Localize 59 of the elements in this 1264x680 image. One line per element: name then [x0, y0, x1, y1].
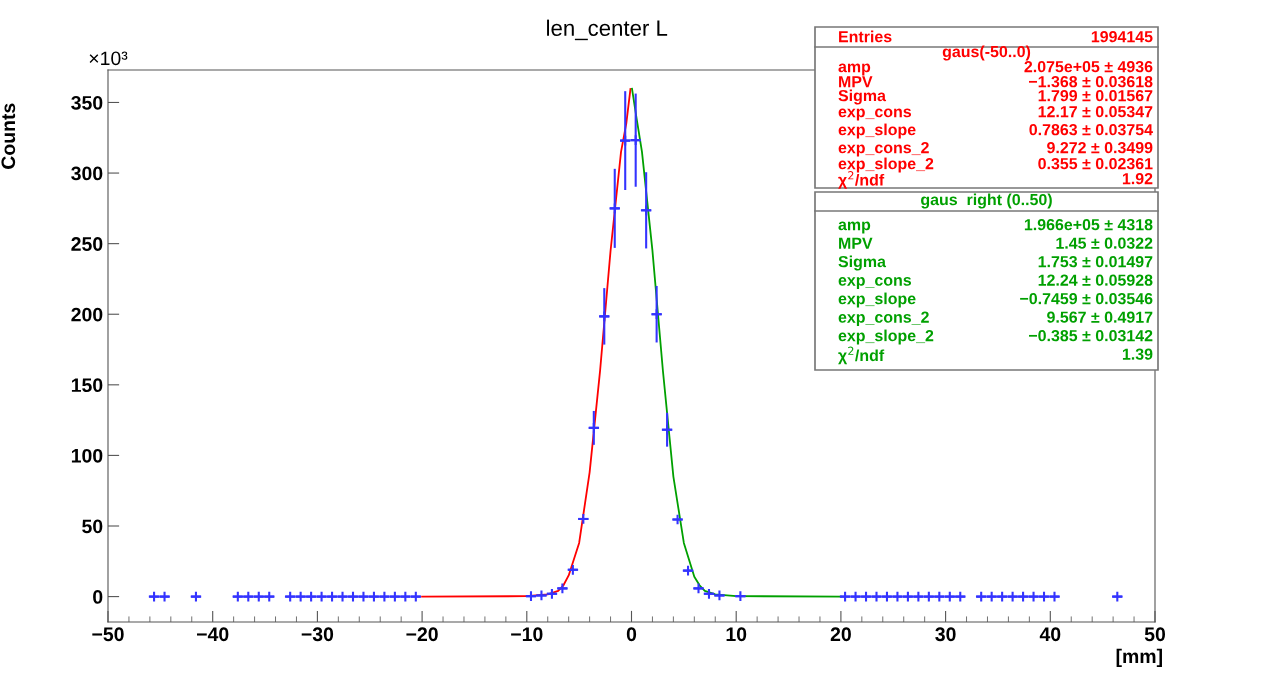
annotation: exp_slope	[838, 123, 916, 139]
y-tick-label: 0	[93, 590, 103, 604]
line-series	[421, 88, 632, 598]
text: ×10³	[89, 51, 128, 66]
annotation: 2.075e+05 ± 4936	[1024, 60, 1153, 73]
chart-title: len_center L	[547, 19, 668, 41]
annotation: MPV	[839, 237, 873, 249]
annotation: 1.45 ± 0.0322	[1056, 237, 1153, 249]
x-tick-label: −40	[197, 627, 229, 642]
annotation: −1.368 ± 0.03618	[1029, 75, 1153, 88]
annotation: gaus right (0..50)	[921, 193, 1052, 209]
y-tick-label: 200	[71, 307, 103, 322]
x-tick-label: −30	[301, 627, 334, 642]
annotation: 1.799 ± 0.01567	[1038, 89, 1153, 102]
annotation: 9.567 ± 0.4917	[1047, 311, 1153, 323]
annotation: exp_slope	[838, 292, 916, 308]
annotation: 1.92	[1122, 172, 1153, 185]
annotation: Sigma	[838, 255, 887, 271]
y-tick-label: 100	[71, 448, 103, 463]
annotation: 12.24 ± 0.05928	[1038, 274, 1153, 286]
x-tick-label: −10	[511, 627, 543, 642]
annotation: 0.7863 ± 0.03754	[1029, 123, 1153, 136]
x-tick-label: 20	[830, 627, 851, 642]
annotation: amp	[838, 63, 871, 76]
x-tick-label: 50	[1144, 627, 1166, 642]
annotation: amp	[838, 221, 871, 234]
text: gaus(-50..0)	[942, 45, 1031, 61]
annotation: 1.966e+05 ± 4318	[1024, 218, 1153, 231]
annotation: 1.753 ± 0.01497	[1038, 255, 1153, 268]
annotation: 0.355 ± 0.02361	[1038, 157, 1153, 170]
annotation: MPV	[839, 76, 873, 88]
annotation: −0.7459 ± 0.03546	[1020, 292, 1153, 305]
annotation: exp_cons	[838, 277, 912, 289]
annotation: 1.39	[1122, 348, 1153, 360]
annotation: 12.17 ± 0.05347	[1038, 105, 1153, 118]
x-tick-label: 10	[726, 627, 747, 642]
annotation: Sigma	[838, 89, 887, 105]
text: 1994145	[1091, 30, 1153, 43]
y-tick-label: 50	[82, 519, 103, 534]
annotation: exp_cons_2	[838, 311, 929, 326]
x-tick-label: −20	[406, 627, 438, 642]
annotation: exp_slope_2	[838, 329, 934, 345]
y-tick-label: 250	[71, 237, 103, 251]
annotation: χ$^{2}$/ndf	[838, 346, 885, 365]
text: Entries	[839, 30, 892, 43]
x-tick-label: 30	[935, 627, 956, 642]
y-tick-label: 350	[71, 95, 103, 110]
x-axis-title: [mm]	[1116, 648, 1162, 667]
annotation: exp_cons	[838, 108, 912, 121]
x-tick-label: 40	[1039, 627, 1061, 642]
annotation: exp_slope_2	[838, 157, 934, 173]
y-tick-label: 300	[71, 166, 103, 181]
annotation: −0.385 ± 0.03142	[1029, 329, 1153, 342]
annotation: 9.272 ± 0.3499	[1047, 141, 1153, 154]
y-axis-title: Counts	[1, 103, 16, 169]
annotation: exp_cons_2	[838, 141, 929, 157]
y-tick-label: 150	[71, 378, 103, 393]
x-tick-label: −50	[92, 627, 124, 642]
x-tick-label: 0	[626, 627, 637, 642]
